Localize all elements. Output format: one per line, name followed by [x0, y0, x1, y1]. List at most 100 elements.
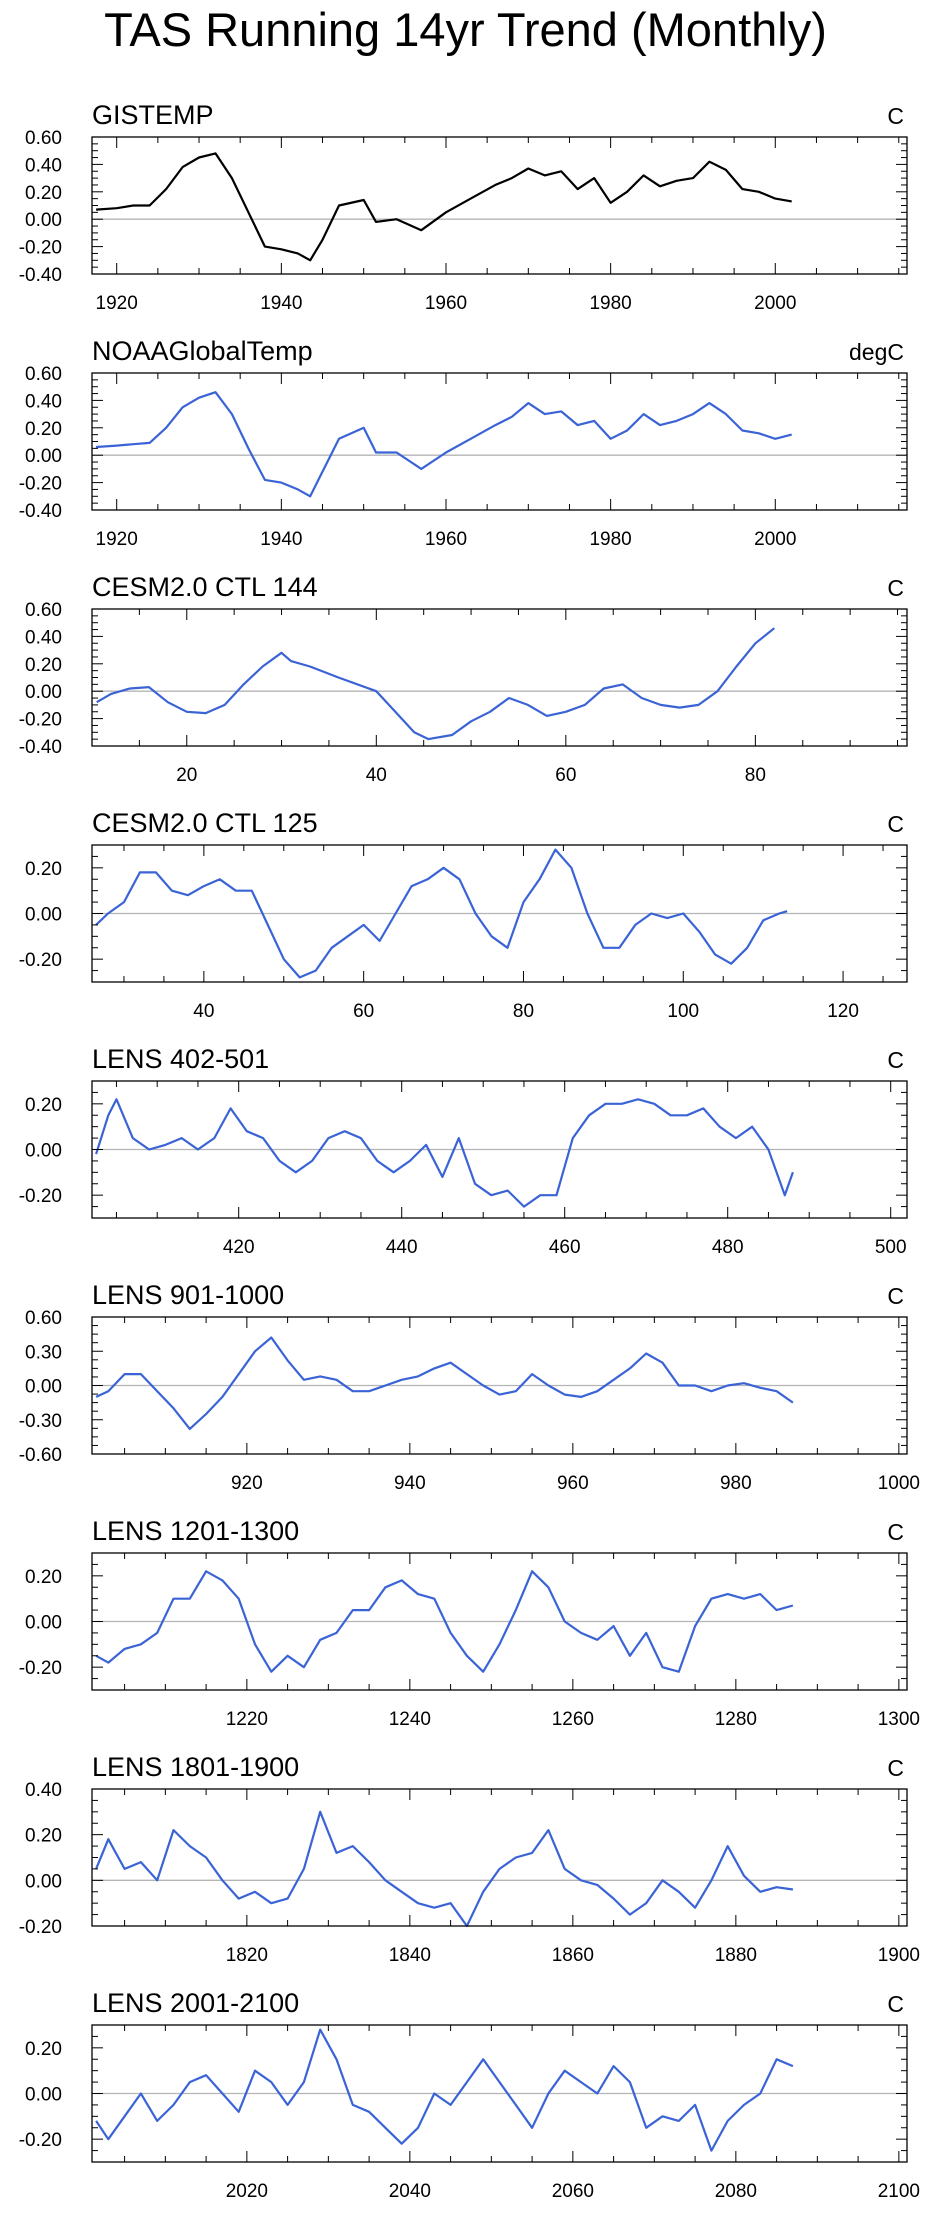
y-tick-label: 0.60	[25, 600, 62, 621]
y-tick-label: 0.00	[25, 1871, 62, 1892]
y-tick-label: -0.20	[19, 2130, 62, 2151]
x-tick-label: 1280	[715, 1709, 757, 1730]
x-tick-label: 940	[394, 1473, 426, 1494]
y-tick-label: 0.40	[25, 1780, 62, 1801]
x-tick-label: 1960	[425, 293, 467, 314]
panel-title: GISTEMP	[92, 100, 214, 130]
x-tick-label: 2000	[754, 529, 796, 550]
y-tick-label: -0.40	[19, 265, 62, 286]
x-tick-label: 1220	[226, 1709, 268, 1730]
y-tick-label: -0.20	[19, 474, 62, 495]
x-tick-label: 480	[712, 1237, 744, 1258]
panel-6: LENS 901-1000 C 920 940 960 980 1000 -0.60 -0.30…	[19, 1280, 920, 1494]
y-tick-label: 0.40	[25, 391, 62, 412]
panel-units: C	[887, 103, 904, 129]
panel-units: C	[887, 1519, 904, 1545]
y-tick-label: -0.40	[19, 501, 62, 522]
series-line	[95, 1098, 794, 1208]
y-tick-label: -0.20	[19, 1186, 62, 1207]
y-tick-label: 0.20	[25, 419, 62, 440]
x-tick-label: 120	[827, 1001, 859, 1022]
y-tick-label: -0.20	[19, 1917, 62, 1938]
y-tick-label: 0.00	[25, 682, 62, 703]
panel-5: LENS 402-501 C 420 440 460 480 500 -0.20 0.00 0.2…	[19, 1044, 908, 1258]
panel-title: LENS 402-501	[92, 1044, 269, 1074]
x-tick-label: 2100	[878, 2181, 920, 2202]
x-tick-label: 1940	[260, 293, 302, 314]
x-tick-label: 1940	[260, 529, 302, 550]
x-tick-label: 1980	[589, 529, 631, 550]
x-tick-label: 80	[513, 1001, 534, 1022]
panel-title: LENS 1801-1900	[92, 1752, 299, 1782]
panel-units: C	[887, 1755, 904, 1781]
y-tick-label: 0.40	[25, 155, 62, 176]
series-line	[95, 848, 788, 979]
x-tick-label: 1240	[389, 1709, 431, 1730]
x-tick-label: 1260	[552, 1709, 594, 1730]
y-tick-label: 0.00	[25, 210, 62, 231]
series-line	[95, 2028, 794, 2152]
x-tick-label: 1880	[715, 1945, 757, 1966]
x-tick-label: 1920	[96, 293, 138, 314]
y-tick-label: 0.20	[25, 2039, 62, 2060]
plot-frame	[91, 136, 908, 275]
x-tick-label: 2040	[389, 2181, 431, 2202]
series-line	[96, 391, 792, 498]
panel-units: C	[887, 575, 904, 601]
y-tick-label: 0.00	[25, 1377, 62, 1398]
y-tick-label: -0.30	[19, 1411, 62, 1432]
x-tick-label: 20	[176, 765, 197, 786]
x-tick-label: 1000	[878, 1473, 920, 1494]
panel-4: CESM2.0 CTL 125 C 40 60 80 100 120 -0.20 0.00 0.2…	[19, 808, 908, 1022]
y-tick-label: 0.60	[25, 364, 62, 385]
series-line	[95, 1570, 794, 1673]
panel-1: GISTEMP C 1920 1940 1960 1980 2000 -0.40 -0.20 0.…	[19, 100, 908, 314]
series-line	[96, 627, 775, 741]
panel-9: LENS 2001-2100 C 2020 2040 2060 2080 2100 -0.20…	[19, 1988, 920, 2202]
y-tick-label: 0.00	[25, 1141, 62, 1162]
y-tick-label: 0.20	[25, 183, 62, 204]
x-tick-label: 1980	[589, 293, 631, 314]
y-tick-label: -0.20	[19, 1658, 62, 1679]
y-tick-label: 0.00	[25, 905, 62, 926]
y-tick-label: 0.20	[25, 1826, 62, 1847]
x-tick-label: 460	[549, 1237, 581, 1258]
panel-units: degC	[849, 339, 904, 365]
panel-title: CESM2.0 CTL 125	[92, 808, 318, 838]
x-tick-label: 1960	[425, 529, 467, 550]
x-tick-label: 1840	[389, 1945, 431, 1966]
y-tick-label: 0.00	[25, 2085, 62, 2106]
x-tick-label: 40	[193, 1001, 214, 1022]
series-line	[96, 152, 792, 262]
x-tick-label: 1860	[552, 1945, 594, 1966]
x-tick-label: 60	[555, 765, 576, 786]
x-tick-label: 980	[720, 1473, 752, 1494]
x-tick-label: 500	[875, 1237, 907, 1258]
x-tick-label: 1900	[878, 1945, 920, 1966]
series-line	[95, 1810, 794, 1928]
y-tick-label: 0.20	[25, 1095, 62, 1116]
y-tick-label: 0.00	[25, 446, 62, 467]
x-tick-label: 2020	[226, 2181, 268, 2202]
y-tick-label: 0.20	[25, 655, 62, 676]
x-tick-label: 2060	[552, 2181, 594, 2202]
x-tick-label: 960	[557, 1473, 589, 1494]
panel-title: CESM2.0 CTL 144	[92, 572, 318, 602]
y-tick-label: 0.20	[25, 859, 62, 880]
y-tick-label: 0.20	[25, 1567, 62, 1588]
panel-units: C	[887, 1991, 904, 2017]
x-tick-label: 920	[231, 1473, 263, 1494]
panel-2: NOAAGlobalTemp degC 1920 1940 1960 1980 2000 -0…	[19, 336, 908, 550]
panel-title: LENS 1201-1300	[92, 1516, 299, 1546]
panel-3: CESM2.0 CTL 144 C 20 40 60 80 -0.40 -0.20 0.00 0.…	[19, 572, 908, 786]
x-tick-label: 2000	[754, 293, 796, 314]
panel-title: LENS 2001-2100	[92, 1988, 299, 2018]
y-tick-label: -0.60	[19, 1445, 62, 1466]
panel-title: NOAAGlobalTemp	[92, 336, 313, 366]
y-tick-label: -0.20	[19, 238, 62, 259]
x-tick-label: 1820	[226, 1945, 268, 1966]
figure-title: TAS Running 14yr Trend (Monthly)	[104, 3, 827, 56]
series-line	[95, 1336, 794, 1431]
x-tick-label: 440	[386, 1237, 418, 1258]
